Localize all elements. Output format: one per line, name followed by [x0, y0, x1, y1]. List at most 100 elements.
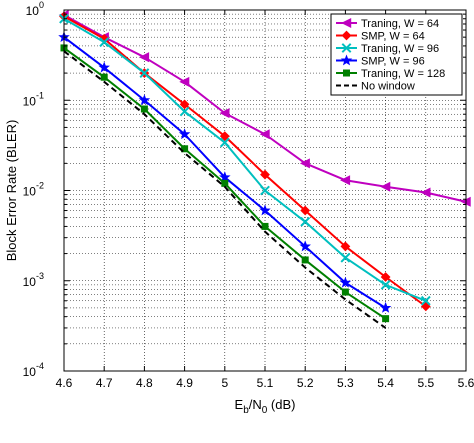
data-point-traning-w-128 [382, 315, 390, 323]
data-point-traning-w-96 [340, 252, 351, 263]
y-tick-label-base: 10 [23, 365, 37, 379]
legend-label-traning-w-64: Traning, W = 64 [361, 18, 439, 30]
data-point-smp-w-96 [379, 301, 392, 313]
data-point-traning-w-96-stroke [219, 137, 230, 148]
data-point-traning-w-96 [380, 279, 391, 290]
data-point-smp-w-96 [219, 171, 231, 183]
legend-label-smp-w-64: SMP, W = 64 [361, 31, 425, 43]
data-point-traning-w-96-stroke [340, 252, 351, 263]
x-axis-label-sub2: 0 [262, 405, 268, 416]
data-point-traning-w-64 [340, 175, 351, 186]
legend-marker-traning-w-96-stroke [341, 43, 352, 53]
y-tick-label-exp: 0 [39, 0, 44, 10]
y-tick-label-base: 10 [23, 275, 37, 289]
y-tick-label-exp: -3 [36, 271, 44, 281]
data-point-traning-w-64 [380, 181, 391, 192]
series-smp-w-96 [58, 31, 392, 313]
series-line-smp-w-64 [63, 15, 427, 308]
x-tick-label: 4.8 [136, 376, 153, 390]
legend-marker-traning-w-96 [341, 43, 352, 53]
data-point-smp-w-64 [179, 99, 190, 110]
data-point-smp-w-96 [259, 204, 271, 216]
y-tick-label: 10-1 [23, 90, 44, 108]
data-point-traning-w-64 [139, 52, 150, 63]
data-point-traning-w-128 [221, 179, 229, 187]
data-point-traning-w-64 [179, 76, 190, 87]
y-tick-label-base: 10 [23, 94, 37, 108]
data-point-smp-w-64 [300, 205, 311, 216]
data-point-traning-w-128 [301, 256, 309, 264]
ticks: 4.6 4.7 4.8 4.9 5 5.1 5.2 5.3 5.4 5.5 5.610010-110… [23, 0, 474, 390]
data-point-traning-w-96-stroke [380, 279, 391, 290]
x-axis-label: Eb/N0 (dB) [235, 397, 296, 416]
data-point-smp-w-96 [138, 94, 151, 106]
data-point-smp-w-96 [299, 240, 311, 252]
y-tick-label-base: 10 [23, 185, 37, 199]
data-point-smp-w-64 [340, 241, 351, 252]
y-tick-label: 10-2 [23, 181, 44, 199]
data-point-smp-w-64 [219, 131, 230, 142]
series-group [58, 10, 471, 329]
data-point-traning-w-128 [261, 222, 269, 230]
data-point-smp-w-96 [98, 61, 110, 73]
data-point-smp-w-96 [339, 276, 352, 288]
data-point-traning-w-96-stroke [420, 295, 431, 306]
legend-label-traning-w-128: Traning, W = 128 [361, 68, 445, 80]
data-point-traning-w-96 [99, 37, 110, 48]
y-axis-label: Block Error Rate (BLER) [4, 120, 19, 262]
y-tick-label: 100 [26, 0, 44, 18]
x-axis-label-unit: (dB) [267, 397, 295, 412]
data-point-traning-w-96 [219, 137, 230, 148]
data-point-traning-w-96 [300, 216, 311, 227]
data-point-traning-w-64 [259, 129, 270, 140]
data-point-traning-w-128 [100, 73, 108, 81]
data-point-traning-w-64 [299, 158, 310, 169]
data-point-traning-w-96-stroke [300, 216, 311, 227]
data-point-smp-w-96 [178, 128, 191, 140]
legend-marker-traning-w-128 [343, 69, 350, 77]
legend-box [330, 13, 463, 96]
legend-marker-smp-w-96 [340, 54, 353, 66]
x-tick-label: 5 [221, 376, 228, 390]
data-point-traning-w-96-stroke [260, 185, 270, 196]
x-tick-label: 4.6 [56, 376, 73, 390]
x-tick-label: 4.9 [176, 376, 193, 390]
data-point-traning-w-96-stroke [99, 37, 110, 48]
y-tick-label-exp: -4 [36, 361, 44, 371]
data-point-traning-w-96-stroke [139, 68, 150, 78]
data-point-traning-w-64 [420, 187, 431, 198]
y-tick-label: 10-4 [23, 361, 44, 379]
data-point-traning-w-64 [219, 108, 230, 119]
data-point-traning-w-96-stroke [179, 106, 190, 117]
legend-label-smp-w-96: SMP, W = 96 [361, 56, 425, 68]
x-axis-label-base: E [235, 397, 244, 412]
x-tick-label: 5.2 [297, 376, 314, 390]
y-tick-label-exp: -1 [36, 90, 44, 100]
data-point-traning-w-128 [341, 288, 349, 296]
series-line-no-window [63, 50, 387, 329]
x-tick-label: 5.4 [377, 376, 394, 390]
x-tick-label: 5.3 [337, 376, 354, 390]
series-no-window [63, 50, 387, 329]
series-line-traning-w-96 [63, 17, 427, 302]
y-tick-label-base: 10 [26, 4, 40, 18]
data-point-smp-w-64 [260, 169, 270, 180]
data-point-traning-w-96 [420, 295, 431, 306]
data-point-traning-w-96 [179, 106, 190, 117]
legend-label-traning-w-96: Traning, W = 96 [361, 43, 439, 55]
data-point-smp-w-64 [380, 272, 391, 282]
y-tick-label-exp: -2 [36, 181, 44, 191]
y-tick-label: 10-3 [23, 271, 44, 289]
x-tick-label: 5.5 [417, 376, 434, 390]
data-point-traning-w-96 [260, 185, 270, 196]
x-tick-label: 5.6 [458, 376, 474, 390]
x-axis-label-mid: /N [249, 397, 262, 412]
data-point-traning-w-128 [140, 105, 148, 113]
legend-marker-traning-w-64 [341, 17, 352, 29]
x-axis-label-sub1: b [243, 405, 249, 416]
legend-marker-smp-w-64 [341, 30, 352, 41]
legend-label-no-window: No window [361, 81, 415, 93]
